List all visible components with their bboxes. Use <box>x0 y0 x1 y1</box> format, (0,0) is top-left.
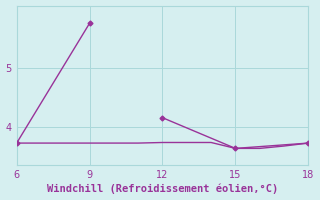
X-axis label: Windchill (Refroidissement éolien,°C): Windchill (Refroidissement éolien,°C) <box>47 184 278 194</box>
